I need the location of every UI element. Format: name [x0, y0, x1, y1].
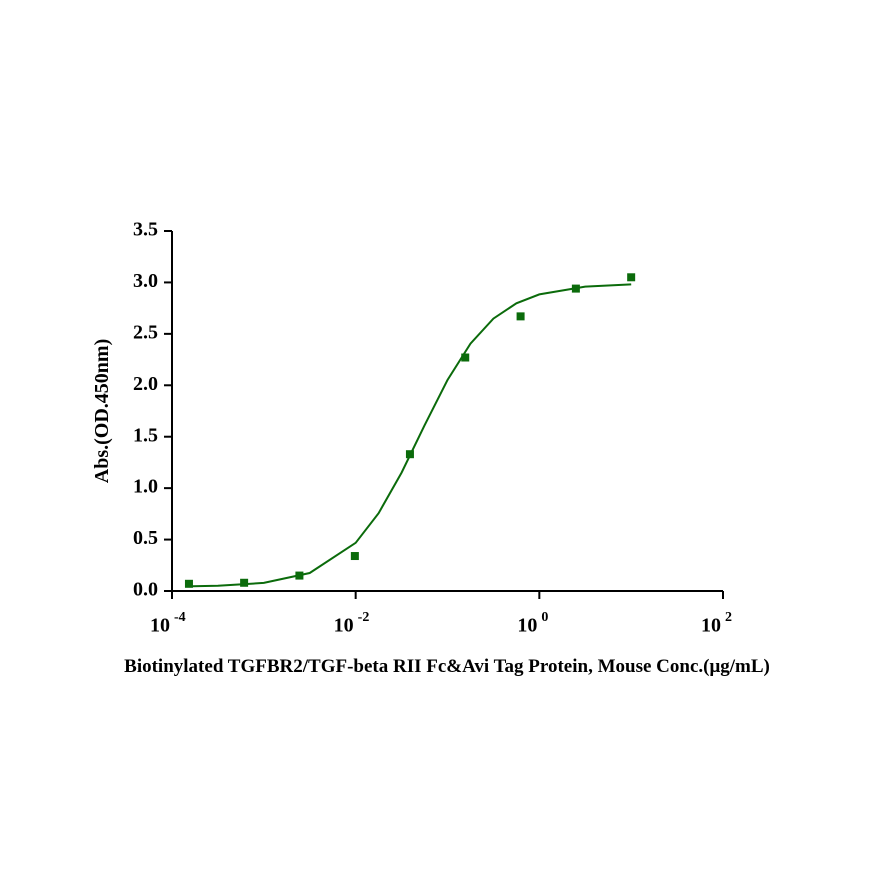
x-tick-label: 10 -4 — [150, 610, 186, 636]
data-point — [571, 284, 580, 293]
y-tick-label: 0.5 — [133, 527, 158, 549]
x-tick-exponent: 2 — [725, 610, 732, 625]
x-tick-label: 10 2 — [701, 610, 732, 636]
data-point — [240, 578, 249, 587]
data-point — [350, 552, 359, 561]
data-point — [461, 353, 470, 362]
y-tick-label: 1.0 — [133, 476, 158, 498]
data-point — [184, 579, 193, 588]
y-tick-label: 0.0 — [133, 579, 158, 601]
x-tick-label: 10 0 — [517, 610, 548, 636]
x-tick-exponent: -2 — [358, 610, 370, 625]
y-tick-label: 2.0 — [133, 373, 158, 395]
y-tick-label: 3.0 — [133, 270, 158, 292]
x-axis-label: Biotinylated TGFBR2/TGF-beta RII Fc&Avi … — [124, 656, 770, 677]
data-point — [627, 273, 636, 282]
data-point — [516, 312, 525, 321]
x-tick-exponent: -4 — [174, 610, 186, 625]
data-point — [405, 450, 414, 459]
y-tick-label: 1.5 — [133, 424, 158, 446]
data-point — [295, 571, 304, 580]
x-tick-base: 10 — [517, 615, 537, 637]
x-tick-base: 10 — [150, 615, 170, 637]
y-tick-label: 2.5 — [133, 321, 158, 343]
x-tick-base: 10 — [701, 615, 721, 637]
x-tick-exponent: 0 — [541, 610, 548, 625]
y-axis-label: Abs.(OD.450nm) — [91, 339, 113, 483]
fit-curve — [185, 283, 632, 588]
x-tick-label: 10 -2 — [334, 610, 370, 636]
y-tick-label: 3.5 — [133, 219, 158, 241]
x-tick-base: 10 — [334, 615, 354, 637]
